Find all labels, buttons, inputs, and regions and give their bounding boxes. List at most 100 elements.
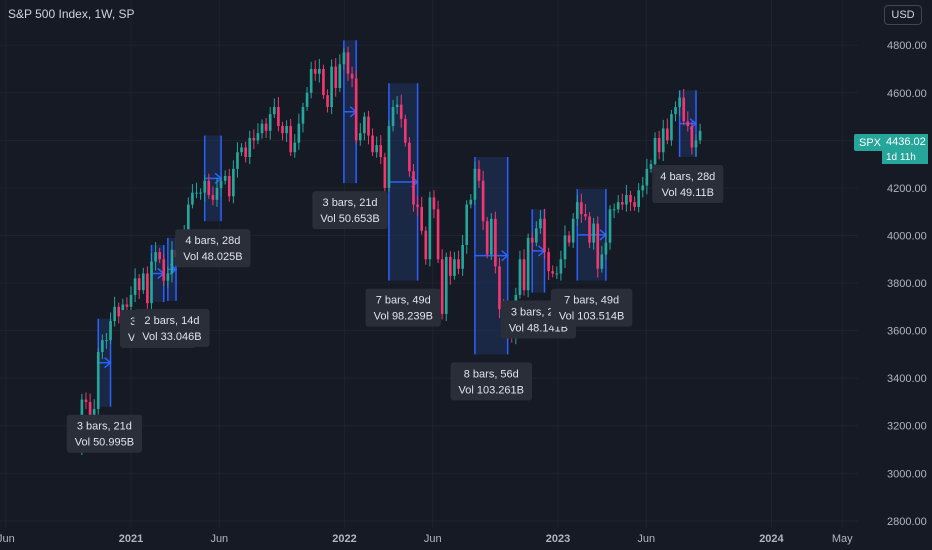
candle-body — [383, 156, 387, 188]
candle-body — [285, 126, 288, 134]
candle-body — [363, 116, 366, 134]
range-label-box — [550, 288, 633, 327]
y-tick-label: 4000.00 — [887, 230, 927, 242]
range-label-box — [134, 308, 210, 347]
candle-body — [154, 252, 157, 262]
range-arrowhead — [104, 357, 112, 369]
range-volume-label: Vol 48.025B — [183, 251, 242, 263]
candle-body — [264, 123, 268, 131]
candle-body — [563, 235, 567, 260]
candle-body — [416, 204, 419, 207]
candle-body — [105, 340, 108, 342]
y-tick-label: 4200.00 — [887, 183, 927, 195]
candle-body — [191, 192, 194, 205]
candle-body — [101, 340, 104, 352]
candle-body — [584, 214, 587, 217]
range-volume-label: Vol 33.046B — [142, 331, 201, 343]
candle-body — [248, 137, 252, 157]
y-tick-label: 4800.00 — [887, 40, 927, 52]
candle-body — [449, 256, 452, 276]
candle-body — [694, 140, 698, 148]
candle-body — [657, 137, 661, 153]
y-tick-label: 2800.00 — [887, 516, 927, 528]
last-price-label: 4436.02 — [882, 134, 928, 151]
y-tick-label: 3200.00 — [887, 421, 927, 433]
range-volume-label: Vol 103.261B — [459, 384, 524, 396]
candle-body — [219, 180, 223, 188]
candle-body — [350, 73, 354, 79]
candle-body — [346, 52, 350, 74]
candle-body — [547, 252, 550, 272]
candle-body — [412, 171, 415, 205]
candle-body — [170, 249, 174, 274]
candle-body — [260, 123, 264, 134]
candle-body — [489, 218, 493, 255]
candle-body — [698, 130, 702, 141]
candle-body — [375, 145, 378, 153]
candle-body — [444, 256, 448, 314]
candle-body — [207, 180, 211, 196]
candle-body — [236, 152, 239, 169]
candle-body — [551, 271, 555, 274]
candle-body — [461, 244, 464, 269]
x-tick-label: Jun — [637, 533, 655, 545]
candle-body — [244, 147, 247, 157]
range-label-box — [652, 164, 724, 203]
currency-button[interactable]: USD — [884, 5, 922, 25]
candle-body — [465, 204, 469, 245]
candle-body — [289, 126, 293, 153]
candle-body — [641, 185, 645, 191]
candle-body — [305, 92, 309, 108]
range-bars-label: 7 bars, 49d — [564, 295, 619, 307]
range-volume-label: Vol 50.653B — [320, 213, 379, 225]
candle-body — [358, 133, 362, 141]
y-tick-label: 3800.00 — [887, 278, 927, 290]
candle-body — [141, 273, 145, 291]
candle-body — [674, 107, 677, 115]
candle-body — [420, 206, 424, 231]
time-axis[interactable]: Jun 2021 Jun 2022 Jun 2023 Jun 2024 May — [0, 533, 853, 545]
candle-body — [268, 114, 272, 131]
candle-body — [227, 176, 231, 197]
candle-body — [432, 197, 436, 210]
candle-body — [330, 66, 333, 108]
candle-body — [608, 209, 612, 243]
candle-body — [199, 192, 202, 194]
candle-body — [686, 121, 690, 127]
candle-body — [555, 273, 559, 275]
candle-body — [252, 137, 256, 141]
candle-body — [354, 78, 358, 141]
candle-body — [297, 123, 301, 143]
candle-body — [399, 104, 403, 119]
x-tick-label: 2021 — [119, 533, 143, 545]
candle-body — [498, 266, 501, 310]
candle-body — [318, 68, 321, 74]
candle-body — [166, 273, 170, 281]
candle-body — [240, 147, 243, 153]
x-tick-label: 2024 — [759, 533, 784, 545]
range-bars-label: 3 bars, 21d — [77, 421, 132, 433]
candle-body — [109, 321, 112, 341]
x-tick-label: 2023 — [546, 533, 570, 545]
candle-body — [84, 399, 88, 402]
range-bars-label: 4 bars, 28d — [660, 171, 715, 183]
candle-body — [379, 145, 383, 157]
bar-countdown: 1d 11h — [882, 151, 928, 164]
price-axis[interactable]: 2800.00 3000.00 3200.00 3400.00 3600.00 3800.… — [887, 40, 927, 528]
candle-body — [620, 202, 624, 205]
candle-body — [203, 180, 207, 193]
candle-body — [395, 104, 399, 108]
x-tick-label: May — [832, 533, 853, 545]
candle-body — [543, 218, 546, 253]
candle-body — [559, 259, 563, 274]
candle-body — [313, 68, 317, 74]
range-volume-label: Vol 98.239B — [374, 311, 433, 323]
range-label-box — [365, 288, 441, 327]
candle-body — [322, 68, 325, 96]
candle-body — [580, 202, 583, 215]
candle-body — [129, 294, 133, 307]
candle-body — [293, 142, 297, 153]
candle-body — [215, 187, 219, 200]
candle-body — [534, 228, 538, 243]
